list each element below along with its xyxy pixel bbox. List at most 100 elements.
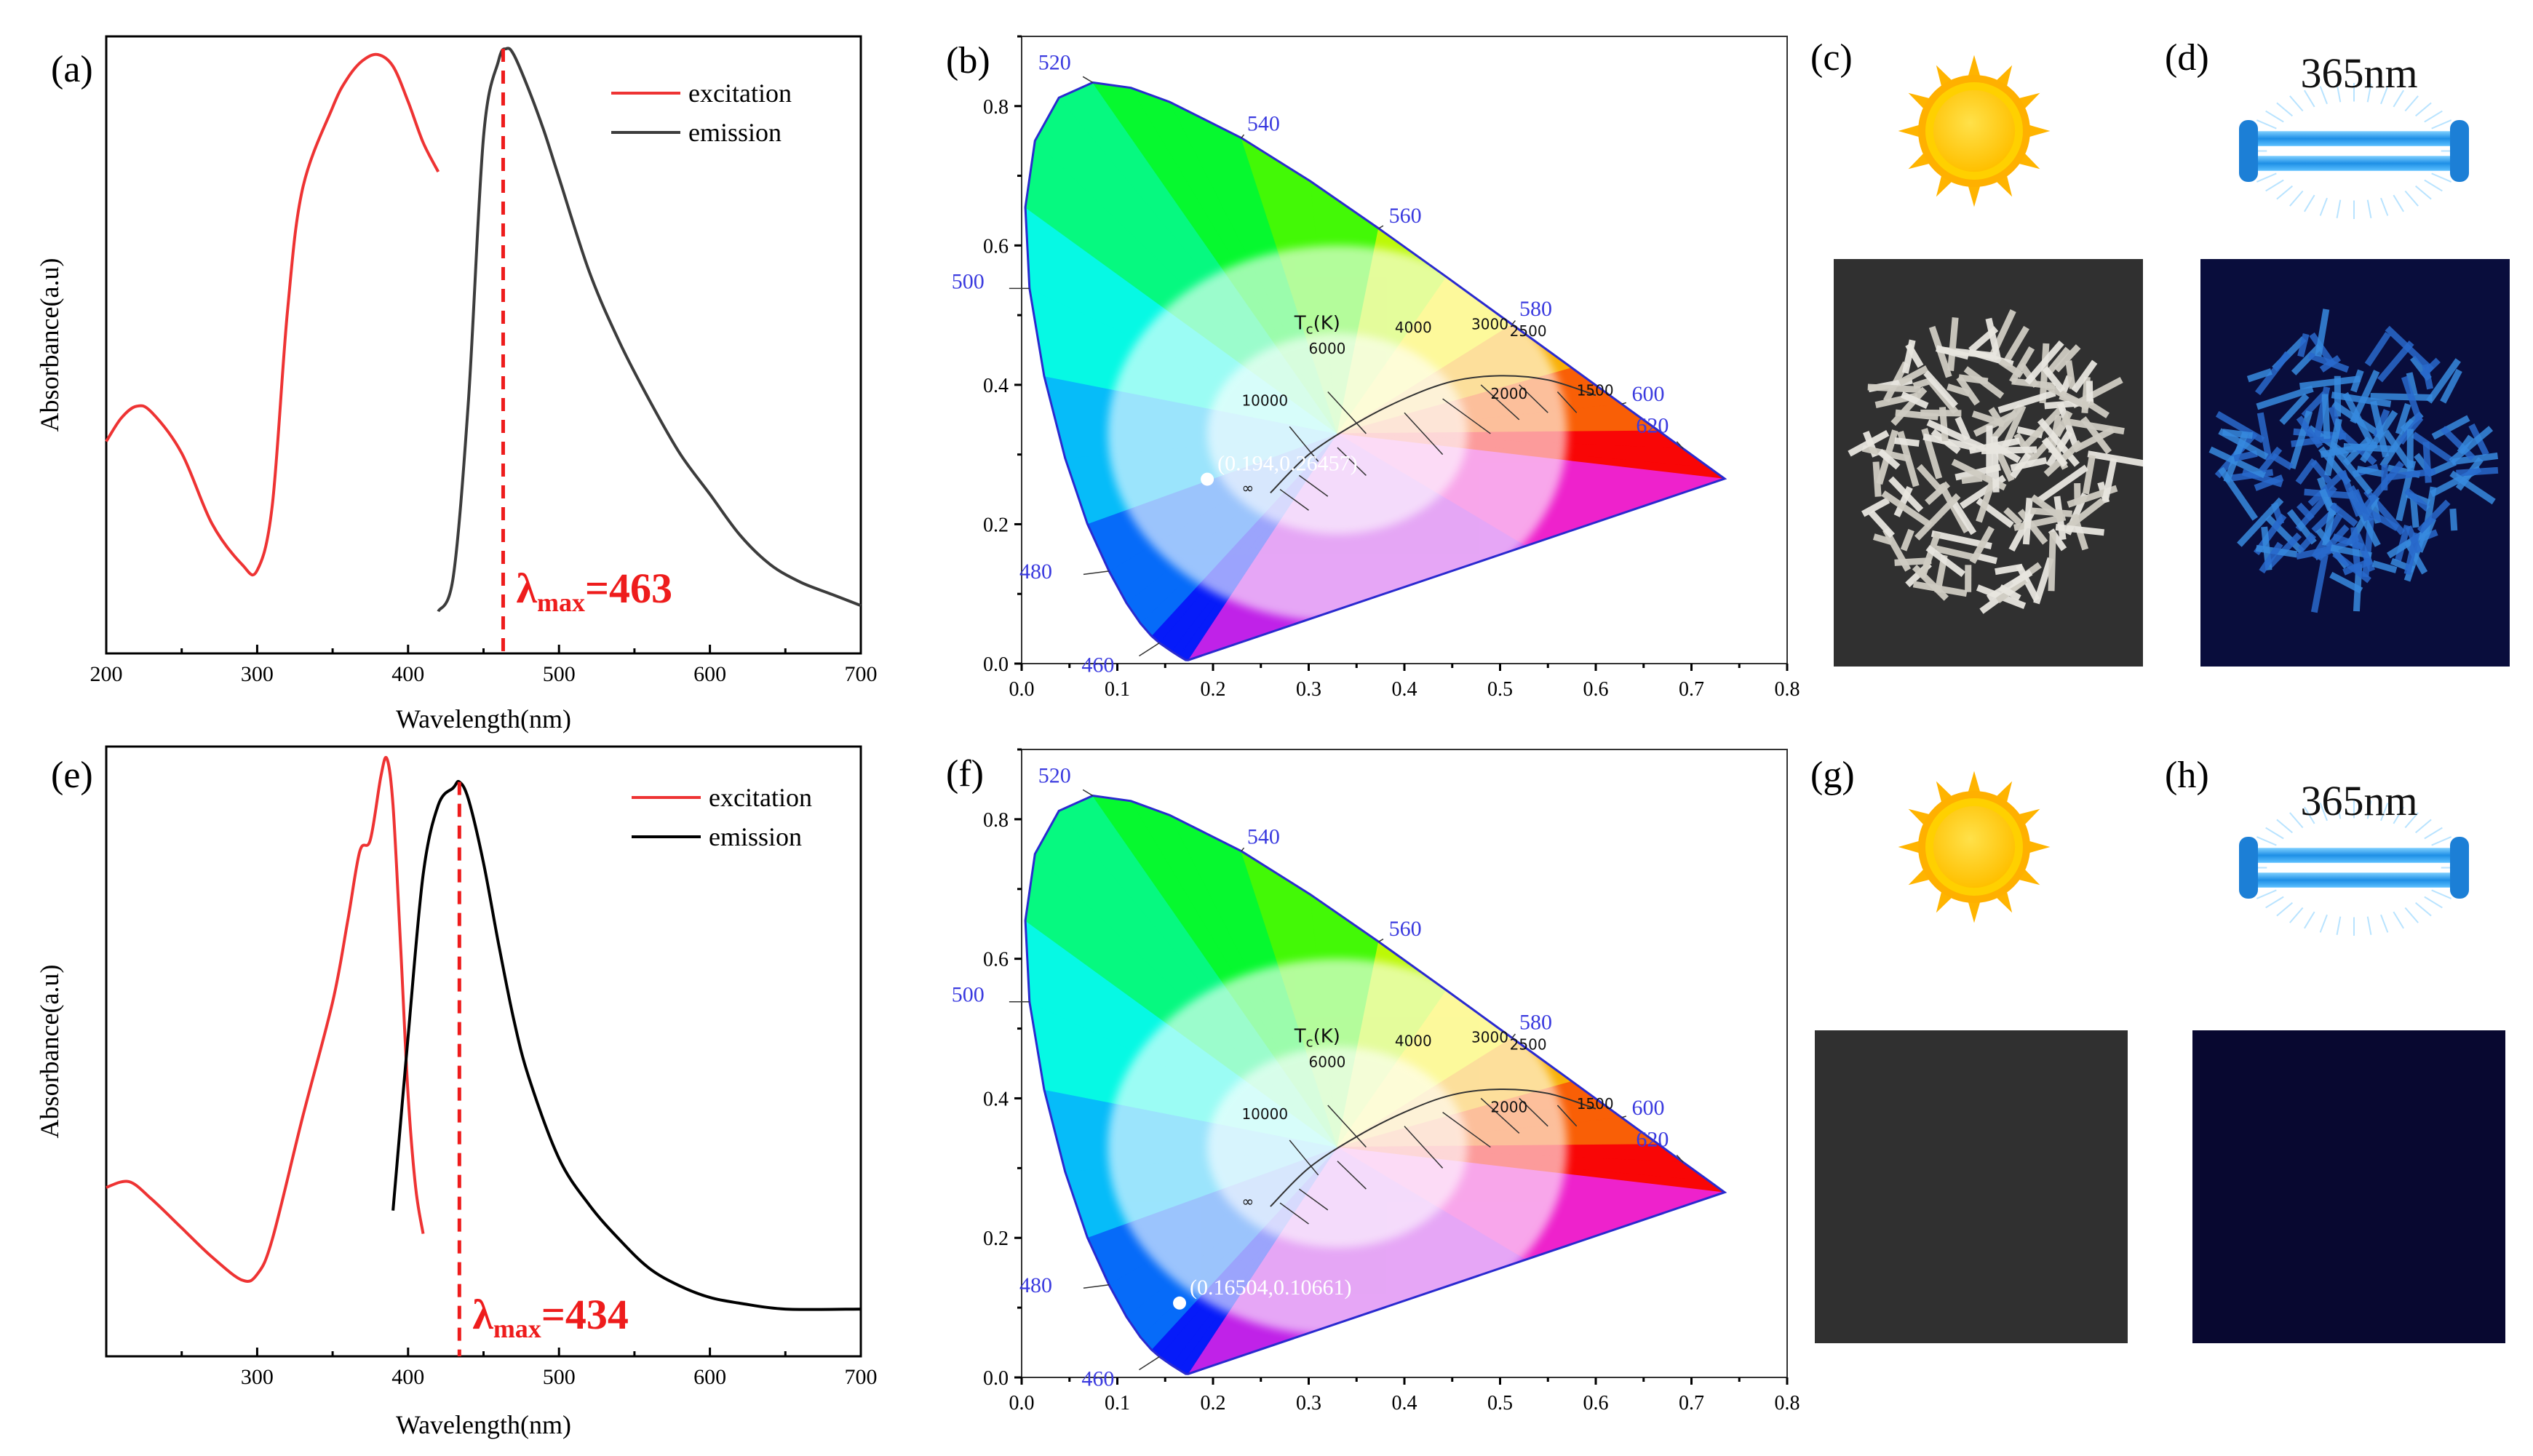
crystal-needle (2254, 351, 2291, 396)
photo-background (1815, 1030, 2128, 1343)
crystal-needle (2218, 466, 2259, 521)
x-tick-label: 0.4 (1392, 1392, 1417, 1415)
crystal-needle (2218, 428, 2269, 460)
uv-ray (2380, 803, 2389, 822)
crystal-needle (2259, 541, 2283, 574)
crystal-needle (1922, 433, 1977, 451)
crystal-needle (2048, 531, 2056, 592)
isotherm-line (1298, 474, 1329, 497)
legend-label-emission: emission (709, 822, 802, 851)
chromaticity-point (1201, 472, 1214, 486)
uv-ray (2393, 911, 2404, 929)
tc-label: Tc(K) (1294, 312, 1340, 337)
crystal-needle (2016, 564, 2040, 602)
crystal-needle (1893, 486, 1913, 517)
uv-ray (2424, 827, 2443, 840)
crystal-needle (1905, 343, 1924, 368)
crystal-needle (1867, 383, 1921, 394)
cie-color-fill (1025, 82, 1725, 661)
uv-ray (2276, 185, 2294, 200)
crystal-needle (2324, 418, 2342, 477)
x-tick-label: 0.5 (1487, 1392, 1513, 1415)
wavelength-tick (1083, 1284, 1110, 1289)
crystal-needle (2382, 429, 2414, 471)
wavelength-label: 600 (1632, 382, 1665, 406)
uv-ray (2424, 179, 2443, 192)
isotherm-line (1327, 1105, 1367, 1148)
x-tick-label: 500 (543, 1365, 576, 1389)
uv-ray (2256, 172, 2277, 183)
uv-ray (2424, 110, 2443, 123)
cct-label: 3000 (1471, 315, 1508, 333)
crystal-needle (2385, 325, 2435, 373)
crystal-needle (2449, 508, 2458, 531)
uv-ray (2319, 86, 2328, 105)
uv-ray (2276, 819, 2294, 834)
crystal-needle (1955, 416, 1971, 441)
wavelength-label: 600 (1632, 1096, 1665, 1120)
crystal-needle (2406, 372, 2418, 397)
uv-ray (2336, 916, 2342, 936)
isotherm-line (1337, 1161, 1367, 1190)
uv-ray (2404, 95, 2419, 112)
crystal-needle (2417, 499, 2451, 534)
crystal-needle (1935, 545, 1977, 561)
crystal-needle (1872, 461, 1882, 497)
uv-ray (2319, 914, 2328, 933)
crystal-needle (1914, 493, 1961, 541)
panel-label: (f) (946, 753, 984, 795)
isotherm-line (1442, 398, 1491, 434)
crystal-needle (1894, 557, 1932, 566)
crystal-needle (1991, 404, 2024, 440)
uv-ray (2336, 199, 2342, 219)
uv-ray (2431, 889, 2452, 899)
crystal-needle (2233, 450, 2258, 462)
crystal-needle (2321, 394, 2331, 439)
crystal-needle (2307, 352, 2350, 373)
wavelength-tick (1621, 402, 1627, 405)
cct-label: 10000 (1241, 392, 1288, 410)
photo-background (2192, 1030, 2505, 1343)
crystal-needle (2087, 401, 2109, 418)
wavelength-label: 540 (1247, 825, 1280, 849)
wavelength-label: 460 (1081, 1367, 1114, 1391)
panel-label-h: (h) (2165, 755, 2209, 796)
x-tick-label: 300 (241, 1365, 274, 1389)
crystal-needle (1991, 436, 2000, 493)
crystal-needle (2256, 412, 2272, 461)
wavelength-label: 460 (1081, 653, 1114, 677)
crystal-needle (1971, 410, 2005, 428)
cct-label: 1500 (1577, 1095, 1614, 1113)
series-line-excitation (105, 52, 440, 577)
sun-icon (1898, 55, 2051, 207)
photo-content (2200, 259, 2510, 667)
crystal-needle (2071, 359, 2098, 393)
crystal-needle (2256, 385, 2314, 410)
crystal-needle (2291, 343, 2322, 375)
crystal-needle (1894, 437, 1920, 447)
x-tick-label: 400 (391, 662, 424, 686)
isotherm-line (1337, 447, 1367, 476)
crystal-needle (1985, 317, 2002, 360)
x-axis-title: Wavelength(nm) (396, 1410, 571, 1439)
wavelength-label: 580 (1519, 1010, 1552, 1034)
uv-ray (2414, 102, 2432, 117)
uv-ray (2393, 89, 2404, 108)
crystal-needle (2370, 400, 2390, 458)
crystal-needle (1898, 365, 1929, 386)
crystal-needle (1997, 389, 2056, 414)
wavelength-label: 540 (1247, 112, 1280, 136)
isotherm-line (1279, 1202, 1309, 1225)
crystal-needle (2401, 375, 2423, 422)
uv-ray (2276, 902, 2294, 917)
uv-ray (2319, 197, 2328, 216)
series-line-excitation (106, 756, 425, 1284)
uv-ray (2380, 197, 2389, 216)
wavelength-tick (1082, 789, 1094, 797)
cct-label: 3000 (1471, 1029, 1508, 1046)
spectrum-chart-a: 200 300 400 500 600 700 Wavelength(nm) Absorban… (35, 35, 878, 733)
crystal-needle (2339, 469, 2363, 517)
uv-lamp-icon (2239, 83, 2469, 219)
uv-endcap-right (2450, 120, 2469, 182)
